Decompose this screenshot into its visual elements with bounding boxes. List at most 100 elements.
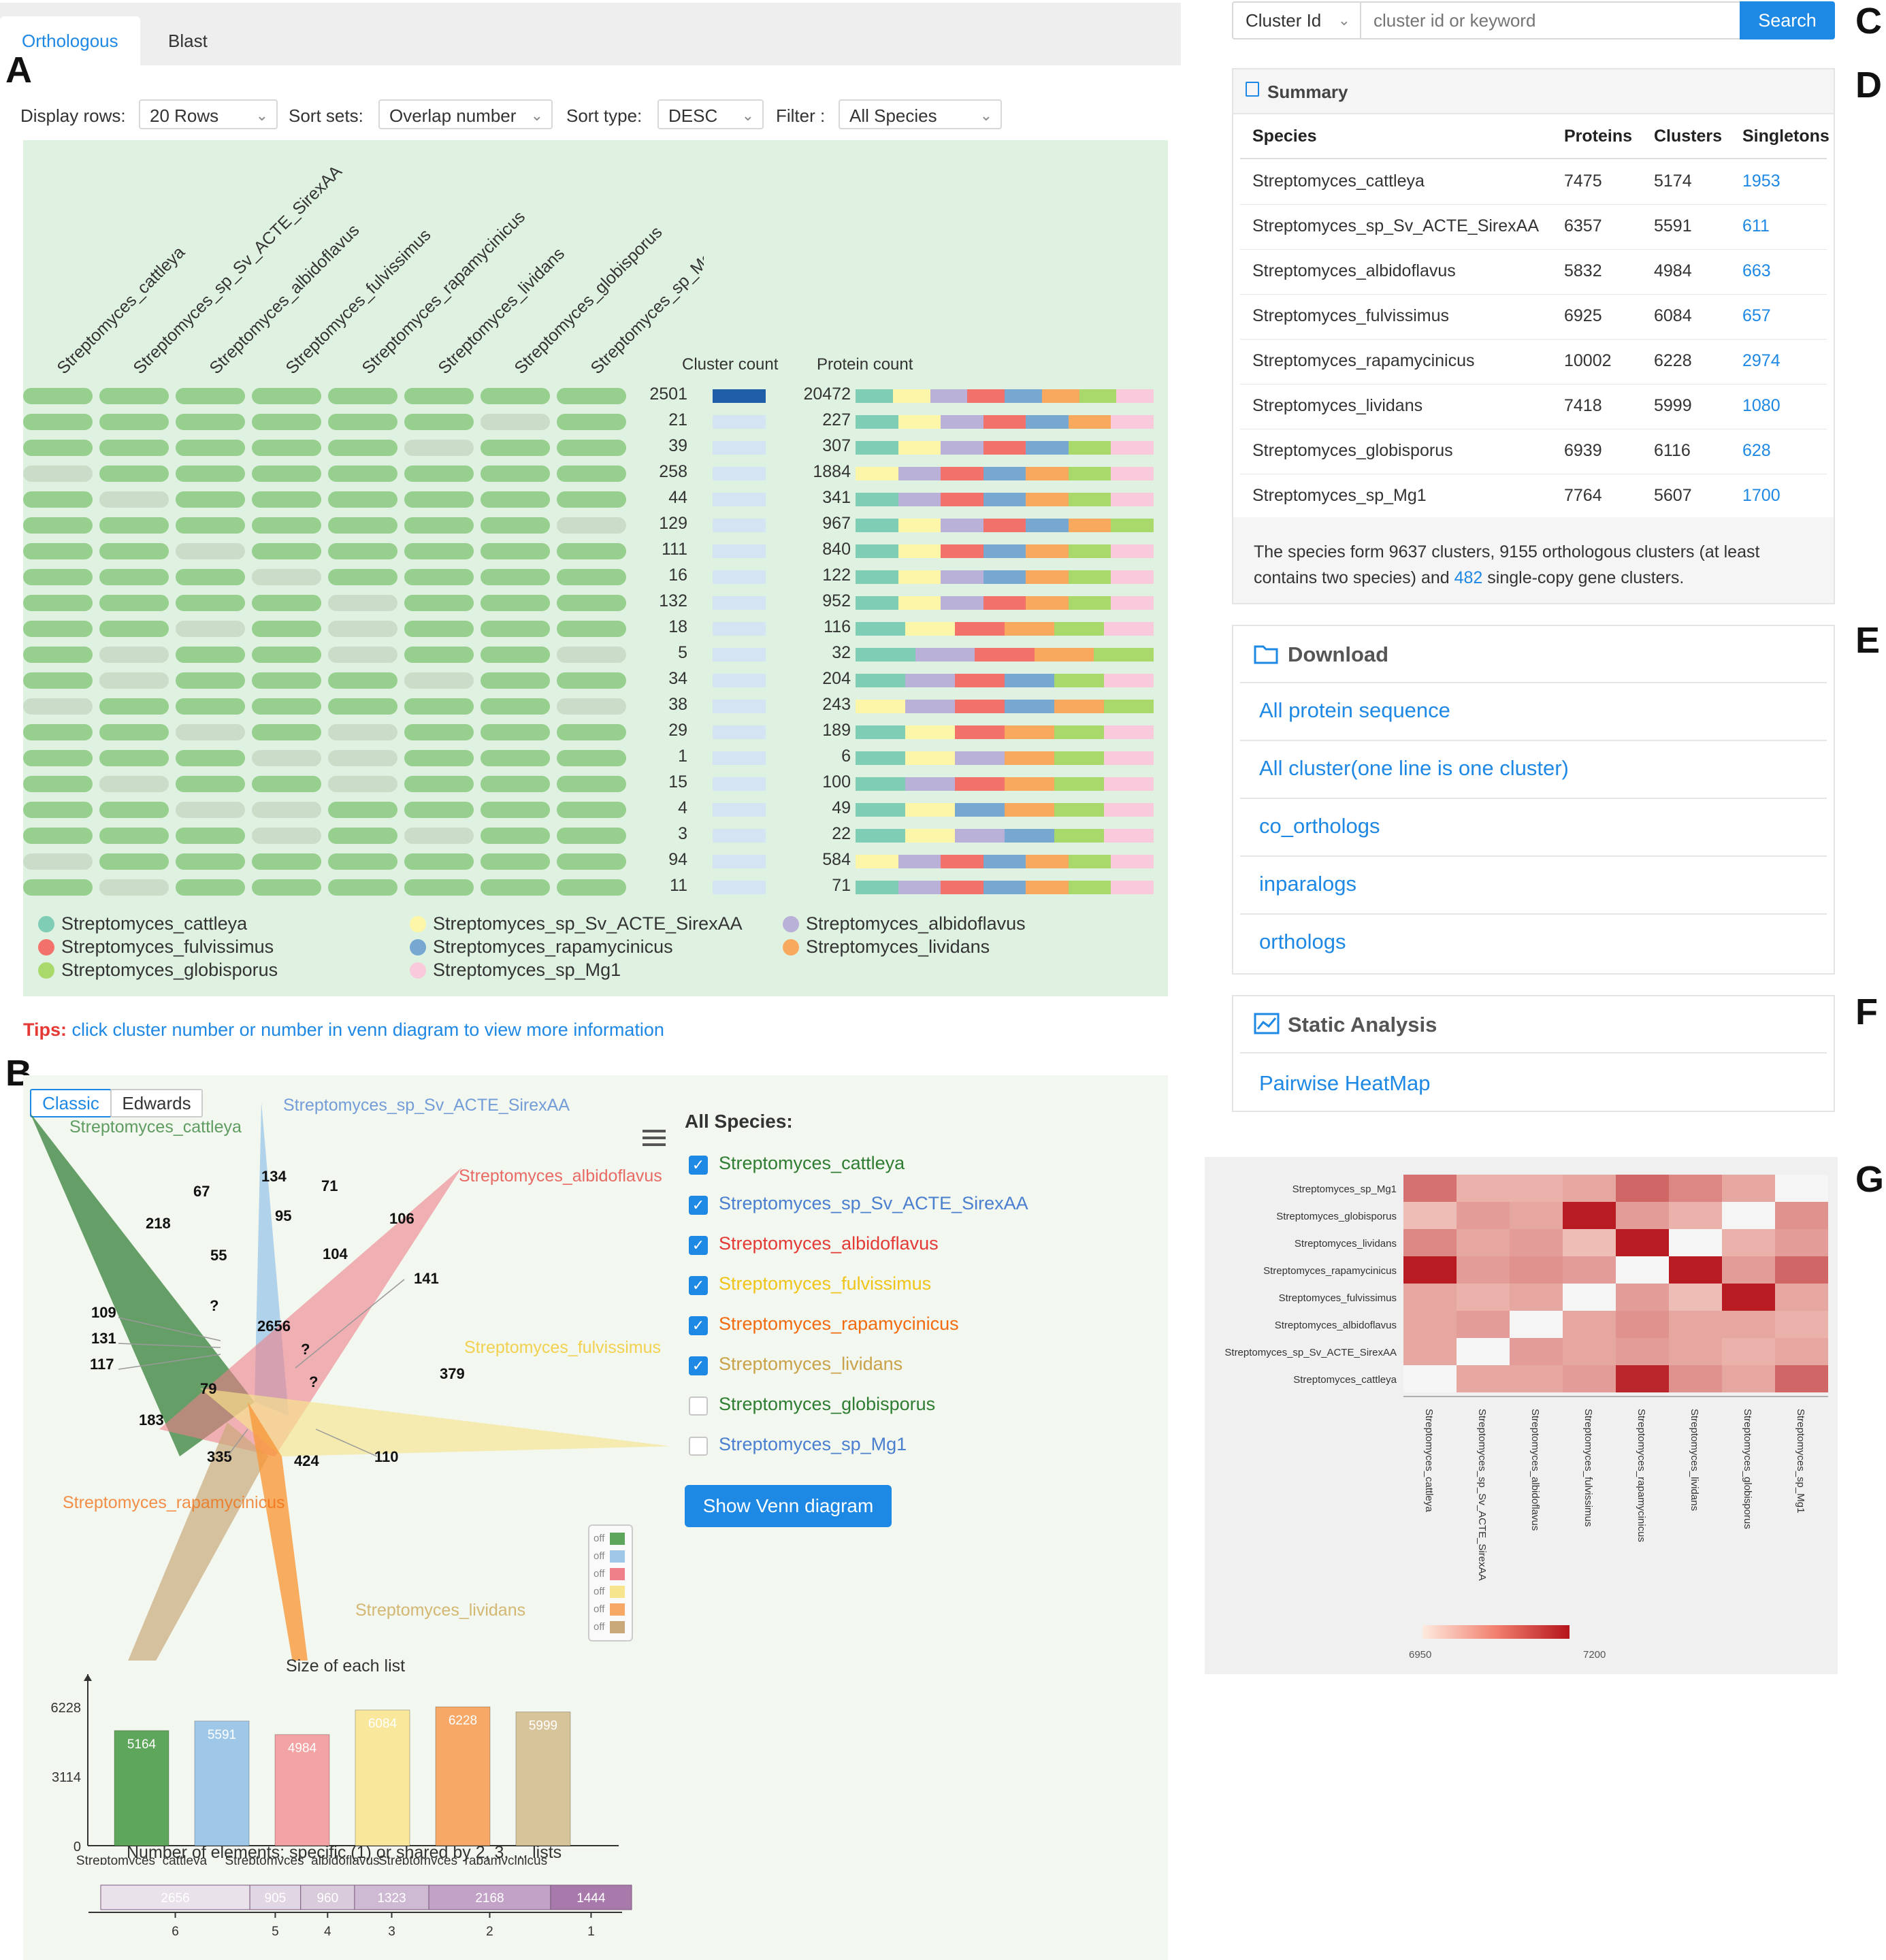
heatmap-cell[interactable] — [1510, 1175, 1563, 1202]
heatmap-cell[interactable] — [1563, 1311, 1616, 1338]
venn-region-count[interactable]: 183 — [139, 1411, 164, 1428]
heatmap-cell[interactable] — [1563, 1256, 1616, 1284]
heatmap-cell[interactable] — [1722, 1175, 1775, 1202]
heatmap-cell[interactable] — [1457, 1175, 1510, 1202]
venn-region-count[interactable]: 106 — [389, 1210, 414, 1227]
venn-set-toggle[interactable]: off — [594, 1567, 626, 1582]
venn-species-option[interactable]: Streptomyces_globisporus — [719, 1394, 936, 1414]
heatmap-cell[interactable] — [1775, 1256, 1828, 1284]
venn-region-count[interactable]: 117 — [90, 1356, 114, 1373]
heatmap-cell[interactable] — [1722, 1229, 1775, 1256]
cluster-count-link[interactable]: 5 — [678, 643, 687, 662]
heatmap-cell[interactable] — [1563, 1338, 1616, 1365]
heatmap-cell[interactable] — [1722, 1256, 1775, 1284]
cluster-count-link[interactable]: 94 — [668, 850, 687, 869]
heatmap-cell[interactable] — [1616, 1365, 1669, 1392]
heatmap-cell[interactable] — [1510, 1338, 1563, 1365]
heatmap-cell[interactable] — [1616, 1338, 1669, 1365]
heatmap-cell[interactable] — [1722, 1311, 1775, 1338]
checked-checkbox[interactable]: ✓ — [689, 1156, 708, 1175]
show-venn-button[interactable]: Show Venn diagram — [685, 1485, 892, 1527]
heatmap-cell[interactable] — [1616, 1256, 1669, 1284]
heatmap-cell[interactable] — [1775, 1202, 1828, 1229]
heatmap-cell[interactable] — [1722, 1284, 1775, 1311]
cluster-count-link[interactable]: 16 — [668, 566, 687, 585]
download-link[interactable]: orthologs — [1259, 930, 1346, 953]
tab-blast[interactable]: Blast — [168, 31, 208, 51]
cluster-count-link[interactable]: 111 — [661, 540, 687, 559]
singletons-link[interactable]: 1953 — [1742, 172, 1781, 191]
heatmap-cell[interactable] — [1510, 1229, 1563, 1256]
venn-region-count[interactable]: 110 — [374, 1448, 399, 1465]
heatmap-cell[interactable] — [1510, 1365, 1563, 1392]
heatmap-cell[interactable] — [1457, 1256, 1510, 1284]
singletons-link[interactable]: 1700 — [1742, 486, 1781, 505]
pairwise-heatmap-link[interactable]: Pairwise HeatMap — [1259, 1071, 1431, 1095]
heatmap-cell[interactable] — [1457, 1229, 1510, 1256]
cluster-count-link[interactable]: 18 — [668, 617, 687, 636]
venn-region-count[interactable]: 134 — [261, 1168, 287, 1185]
download-link[interactable]: co_orthologs — [1259, 814, 1380, 838]
checked-checkbox[interactable]: ✓ — [689, 1236, 708, 1255]
venn-region-count[interactable]: 141 — [414, 1270, 439, 1287]
venn-set-region[interactable] — [159, 1167, 462, 1456]
venn-diagram[interactable]: Streptomyces_cattleya Streptomyces_sp_Sv_… — [23, 1075, 677, 1661]
heatmap-cell[interactable] — [1616, 1229, 1669, 1256]
cluster-count-link[interactable]: 34 — [668, 669, 687, 688]
heatmap-cell[interactable] — [1669, 1365, 1722, 1392]
cluster-count-link[interactable]: 21 — [668, 410, 687, 429]
heatmap-cell[interactable] — [1722, 1202, 1775, 1229]
heatmap-cell[interactable] — [1563, 1284, 1616, 1311]
heatmap-cell[interactable] — [1563, 1365, 1616, 1392]
cluster-count-link[interactable]: 15 — [668, 772, 687, 791]
singletons-link[interactable]: 657 — [1742, 306, 1771, 325]
venn-region-count[interactable]: ? — [301, 1341, 310, 1358]
venn-species-option[interactable]: Streptomyces_sp_Sv_ACTE_SirexAA — [719, 1193, 1028, 1213]
sort-type-select[interactable]: DESC ⌄ — [657, 99, 764, 129]
heatmap-cell[interactable] — [1775, 1229, 1828, 1256]
venn-set-region[interactable] — [40, 1422, 268, 1661]
heatmap-cell[interactable] — [1616, 1284, 1669, 1311]
singletons-link[interactable]: 663 — [1742, 261, 1771, 280]
heatmap-cell[interactable] — [1403, 1284, 1457, 1311]
venn-set-toggle[interactable]: off — [594, 1549, 626, 1564]
heatmap-cell[interactable] — [1616, 1175, 1669, 1202]
cluster-count-link[interactable]: 4 — [678, 798, 687, 817]
heatmap-cell[interactable] — [1403, 1365, 1457, 1392]
heatmap-cell[interactable] — [1669, 1256, 1722, 1284]
venn-region-count[interactable]: 2656 — [257, 1318, 291, 1335]
venn-set-region[interactable] — [200, 1388, 670, 1456]
heatmap-cell[interactable] — [1403, 1229, 1457, 1256]
heatmap-cell[interactable] — [1669, 1175, 1722, 1202]
checked-checkbox[interactable]: ✓ — [689, 1276, 708, 1295]
heatmap-cell[interactable] — [1669, 1202, 1722, 1229]
heatmap-cell[interactable] — [1403, 1256, 1457, 1284]
heatmap-cell[interactable] — [1403, 1175, 1457, 1202]
heatmap-cell[interactable] — [1510, 1256, 1563, 1284]
heatmap-cell[interactable] — [1457, 1284, 1510, 1311]
heatmap-cell[interactable] — [1669, 1338, 1722, 1365]
cluster-count-link[interactable]: 44 — [668, 488, 687, 507]
heatmap-cell[interactable] — [1403, 1338, 1457, 1365]
venn-set-region[interactable] — [30, 1113, 255, 1456]
heatmap-cell[interactable] — [1775, 1284, 1828, 1311]
heatmap-cell[interactable] — [1563, 1229, 1616, 1256]
pairwise-heatmap[interactable]: Streptomyces_sp_Mg1 Streptomyces_globispo… — [1205, 1157, 1838, 1674]
tab-orthologous[interactable]: Orthologous — [0, 16, 140, 65]
venn-region-count[interactable]: 379 — [440, 1365, 465, 1382]
venn-region-count[interactable]: 71 — [321, 1177, 338, 1194]
heatmap-cell[interactable] — [1457, 1311, 1510, 1338]
venn-species-option[interactable]: Streptomyces_rapamycinicus — [719, 1313, 959, 1334]
search-input[interactable] — [1361, 1, 1741, 39]
download-link[interactable]: inparalogs — [1259, 872, 1357, 896]
venn-region-count[interactable]: 67 — [193, 1183, 210, 1200]
tips-text[interactable]: click cluster number or number in venn d… — [71, 1019, 664, 1040]
cluster-count-link[interactable]: 11 — [670, 876, 687, 895]
heatmap-cell[interactable] — [1563, 1202, 1616, 1229]
heatmap-cell[interactable] — [1616, 1311, 1669, 1338]
cluster-count-link[interactable]: 1 — [678, 747, 687, 766]
heatmap-cell[interactable] — [1775, 1365, 1828, 1392]
venn-species-option[interactable]: Streptomyces_albidoflavus — [719, 1233, 939, 1254]
cluster-count-link[interactable]: 3 — [678, 824, 687, 843]
cluster-count-link[interactable]: 2501 — [649, 385, 687, 404]
